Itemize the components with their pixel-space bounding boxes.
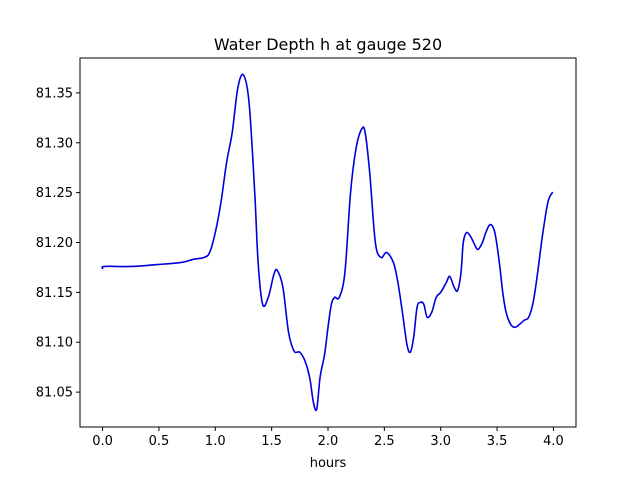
x-tick-label: 2.5 — [374, 434, 395, 449]
x-tick-label: 1.0 — [205, 434, 226, 449]
series-layer — [101, 73, 554, 412]
x-tick-label: 0.5 — [149, 434, 170, 449]
x-tick-label: 4.0 — [543, 434, 564, 449]
y-tick-label: 81.30 — [36, 136, 73, 151]
x-axis-ticks: 0.0 0.5 1.0 1.5 2.0 2.5 3.0 3.5 4.0 — [92, 427, 564, 449]
x-tick-label: 3.5 — [487, 434, 508, 449]
y-axis-ticks: 81.05 81.10 81.15 81.20 81.25 81.30 81.35 — [36, 86, 80, 401]
y-tick-label: 81.05 — [36, 386, 73, 401]
y-tick-label: 81.20 — [36, 236, 73, 251]
plot-frame — [79, 57, 577, 428]
x-tick-label: 1.5 — [261, 434, 282, 449]
x-tick-label: 2.0 — [318, 434, 339, 449]
x-tick-label: 3.0 — [430, 434, 451, 449]
y-tick-label: 81.25 — [36, 186, 73, 201]
x-tick-label: 0.0 — [92, 434, 113, 449]
y-tick-label: 81.10 — [36, 336, 73, 351]
chart-title: Water Depth h at gauge 520 — [214, 35, 442, 54]
x-axis-label: hours — [310, 456, 347, 471]
y-tick-label: 81.35 — [36, 86, 73, 101]
series-line — [101, 73, 554, 412]
y-tick-label: 81.15 — [36, 286, 73, 301]
